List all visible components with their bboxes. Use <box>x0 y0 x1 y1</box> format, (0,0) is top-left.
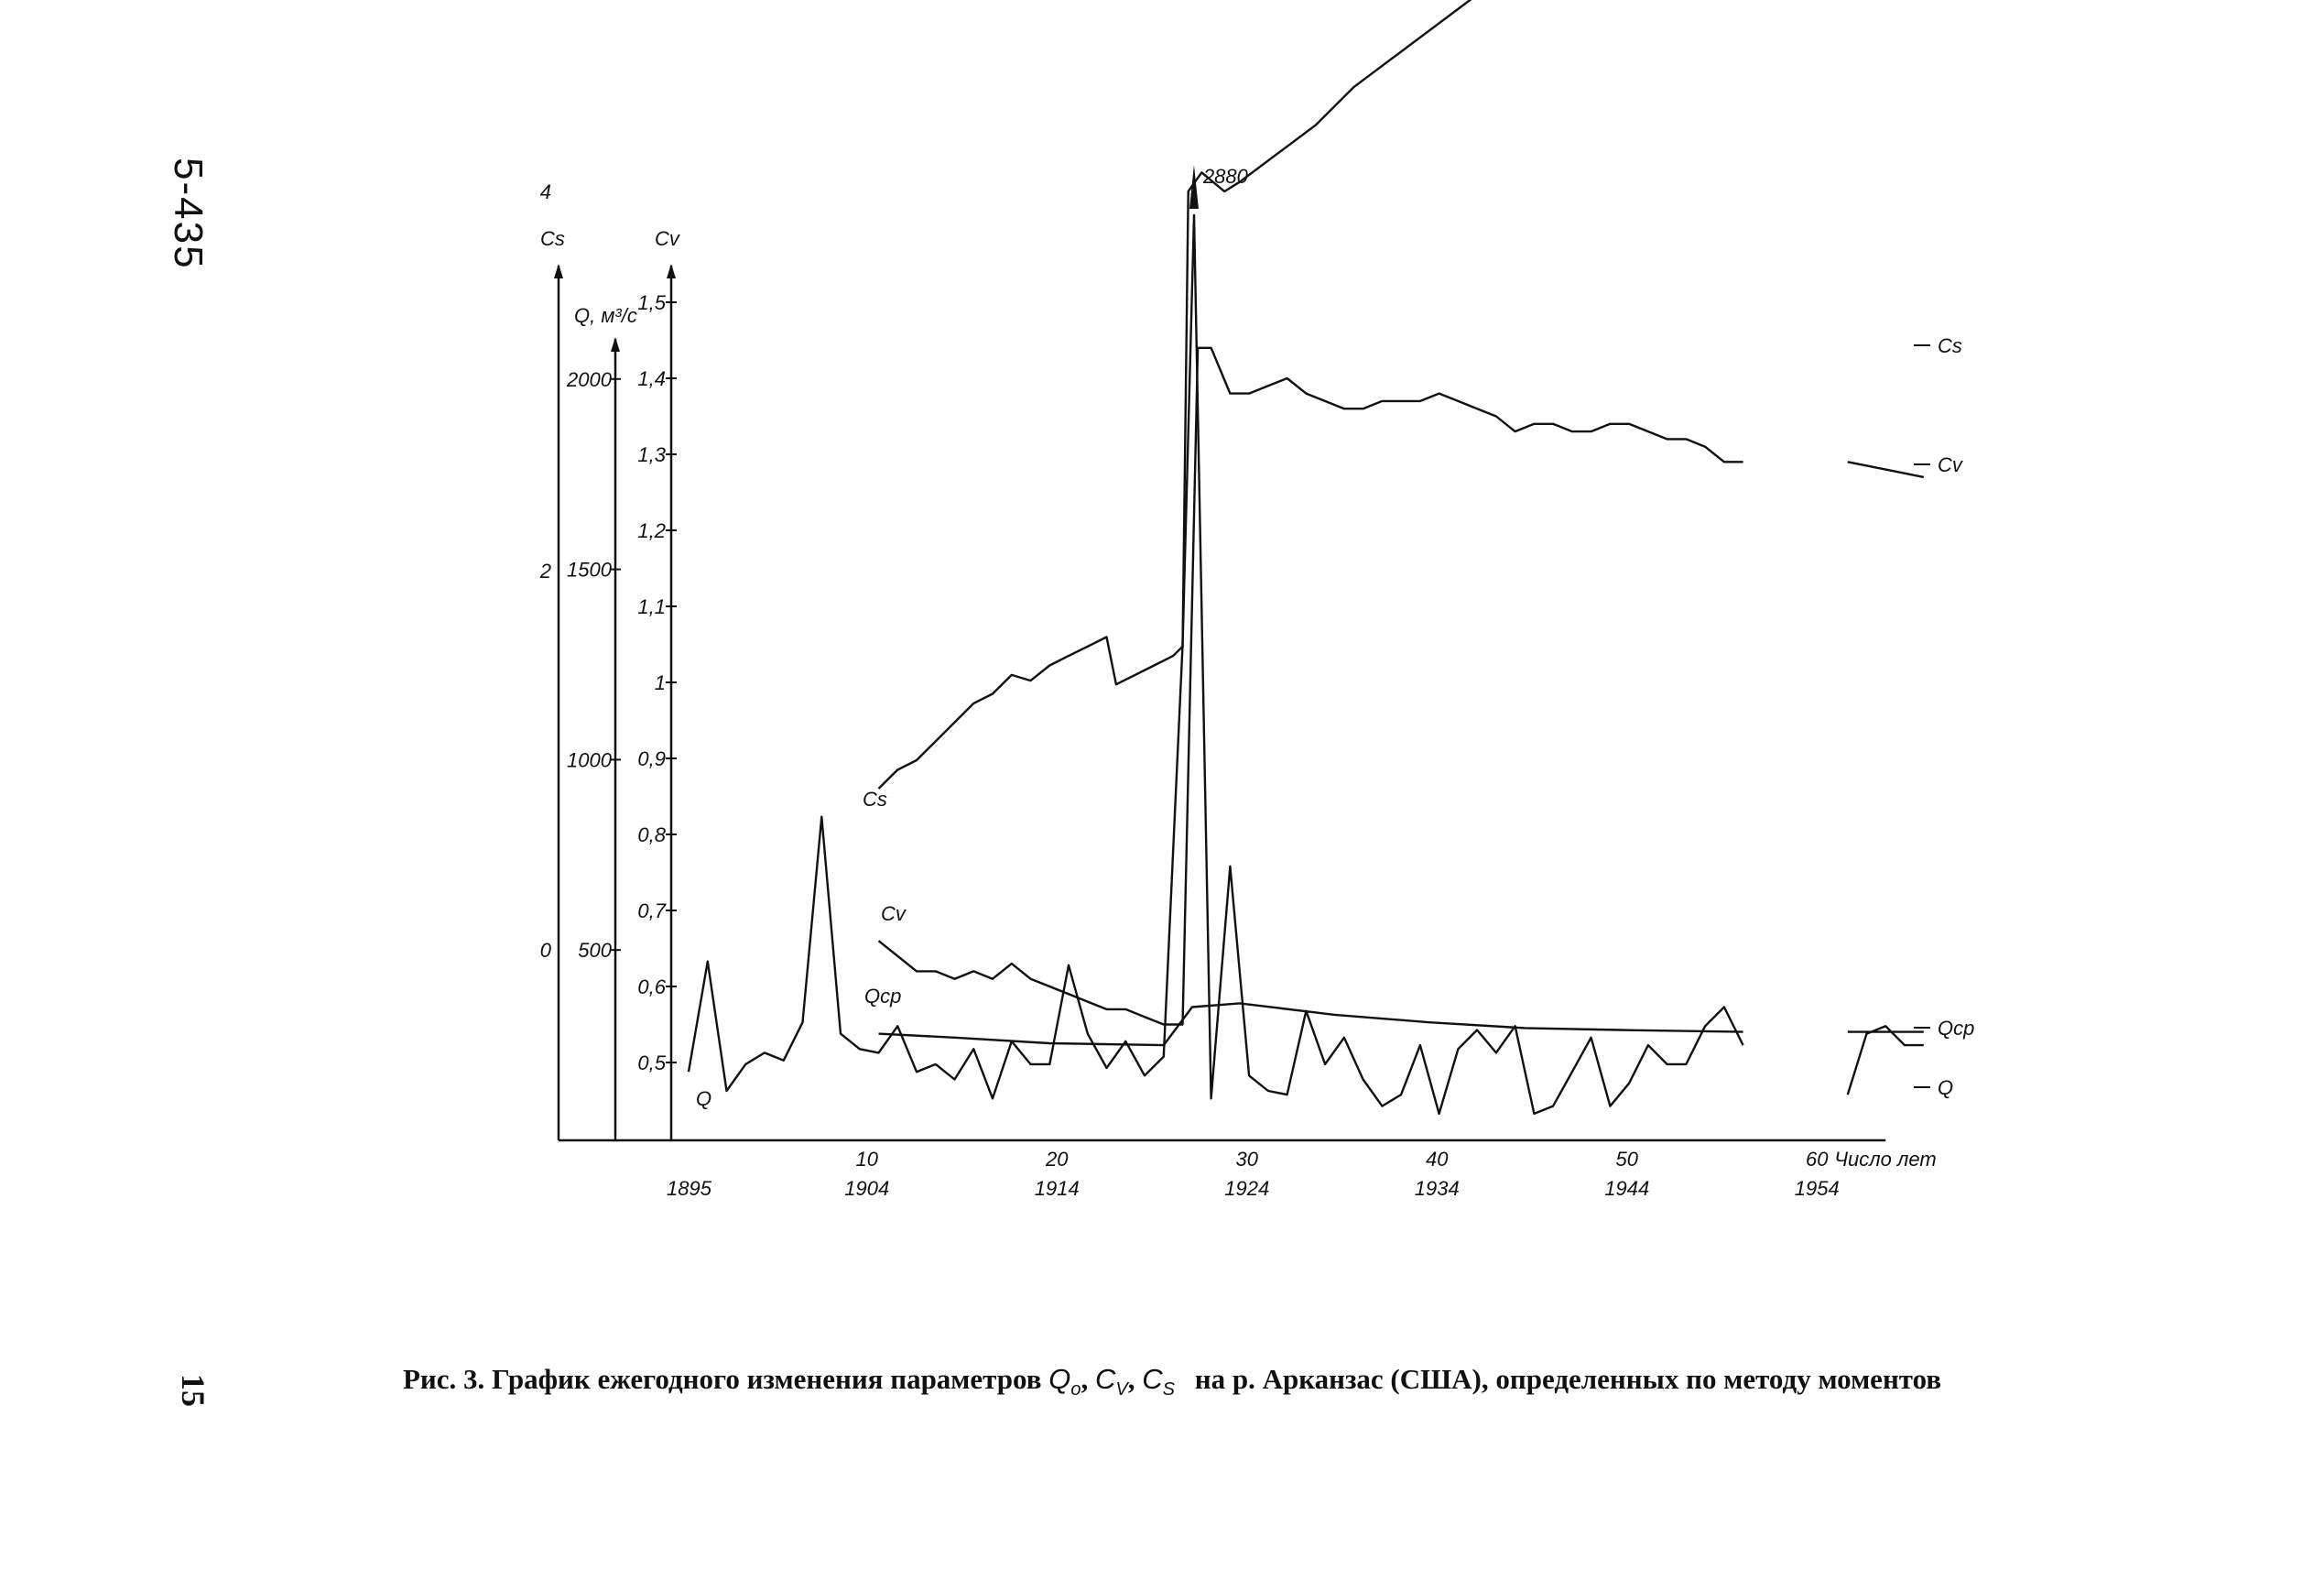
x-year-label: 1944 <box>1604 1177 1649 1200</box>
x-year-label: 1934 <box>1415 1177 1460 1200</box>
x-start-label: 1895 <box>667 1177 712 1200</box>
cv-tick-label: 1,2 <box>637 519 666 542</box>
axis-cs-label: Cs <box>540 227 565 250</box>
inline-label-cs: Cs <box>863 788 887 811</box>
axis-cs-arrow <box>554 264 563 278</box>
series-line-Cs <box>877 0 1472 790</box>
cv-tick-label: 1,1 <box>637 595 666 618</box>
legend-label-Q: Q <box>1938 1076 1953 1099</box>
cv-tick-label: 0,6 <box>637 975 666 998</box>
cs-tick-label: 0 <box>540 939 552 962</box>
q-tick-label: 2000 <box>566 368 613 391</box>
inline-label-cv: Cv <box>881 902 907 925</box>
legend-label-Cs: Cs <box>1938 334 1962 357</box>
peak-label: 2880 <box>1202 165 1249 188</box>
figure-caption: Рис. 3. График ежегодного изменения пара… <box>403 1363 1942 1400</box>
x-tick-label: 40 <box>1426 1148 1449 1171</box>
x-year-label: 1914 <box>1035 1177 1080 1200</box>
caption-q0: Qo <box>1048 1363 1081 1400</box>
x-tick-label: 30 <box>1236 1148 1259 1171</box>
x-year-label: 1924 <box>1224 1177 1269 1200</box>
caption-suffix: на р. Арканзас (США), определенных по ме… <box>1194 1363 1942 1395</box>
cv-tick-label: 1,3 <box>637 443 666 466</box>
inline-label-qcp: Qср <box>864 985 901 1008</box>
x-tick-label: 60 <box>1806 1148 1829 1171</box>
cv-tick-label: 0,9 <box>637 747 666 770</box>
x-tick-label: 20 <box>1045 1148 1069 1171</box>
x-year-label: 1954 <box>1795 1177 1840 1200</box>
x-tick-label: 10 <box>856 1148 879 1171</box>
x-axis-title: Число лет <box>1834 1148 1937 1171</box>
axis-q-arrow <box>611 337 620 352</box>
caption-prefix: Рис. 3. График ежегодного изменения пара… <box>403 1363 1042 1395</box>
axis-q-label: Q, м³/с <box>574 304 637 327</box>
cv-tick-label: 0,8 <box>637 823 666 846</box>
caption-cv: CV <box>1095 1363 1128 1400</box>
cv-tick-label: 1 <box>655 671 666 694</box>
q-tick-label: 500 <box>578 939 612 962</box>
axis-cv-arrow <box>667 264 676 278</box>
cs-tick-label: 4 <box>540 180 551 203</box>
cv-tick-label: 1,5 <box>637 291 666 314</box>
q-tick-label: 1500 <box>567 559 613 582</box>
x-year-label: 1904 <box>844 1177 889 1200</box>
legend-label-Qср: Qср <box>1938 1017 1974 1040</box>
legend-label-Cv: Cv <box>1938 453 1964 476</box>
series-line-Q <box>687 213 1924 1116</box>
cs-tick-label: 2 <box>539 560 551 583</box>
cv-tick-label: 0,5 <box>637 1051 666 1074</box>
caption-cs: CS <box>1142 1363 1175 1400</box>
axis-cv-label: Cv <box>655 227 681 250</box>
inline-label-q: Q <box>696 1087 711 1110</box>
x-tick-label: 50 <box>1616 1148 1639 1171</box>
cv-tick-label: 0,7 <box>637 899 666 922</box>
q-tick-label: 1000 <box>567 748 613 771</box>
peak-arrow <box>1189 165 1199 209</box>
series-line-Cv <box>877 346 1925 1026</box>
cv-tick-label: 1,4 <box>637 367 666 390</box>
series-line-Qср <box>878 1002 1924 1047</box>
